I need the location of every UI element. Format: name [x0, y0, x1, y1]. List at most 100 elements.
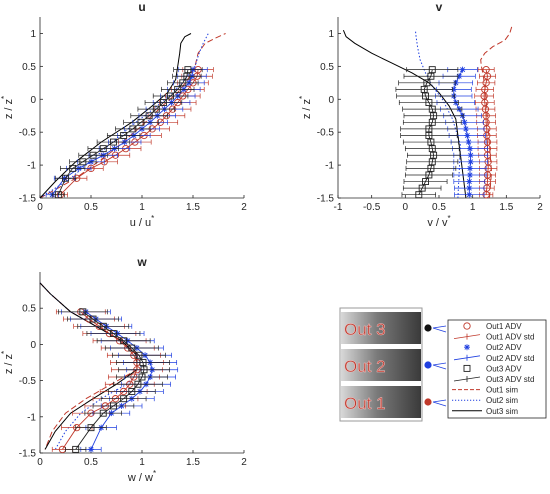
- adv-point: [138, 373, 146, 381]
- x-tick-label: 2: [537, 202, 543, 213]
- y-tick-label: 0: [30, 95, 36, 106]
- outlet-dot: [424, 361, 432, 369]
- adv-point: [450, 86, 457, 93]
- adv-point: [466, 185, 473, 192]
- panel-title: u: [138, 0, 145, 14]
- adv-series-3: [51, 66, 203, 199]
- y-tick-label: -1.5: [317, 194, 335, 205]
- legend-marker: [463, 364, 471, 372]
- y-axis-label: z / z*: [0, 351, 15, 374]
- adv-point: [420, 85, 428, 93]
- adv-point: [120, 337, 128, 345]
- adv-point: [140, 366, 148, 374]
- adv-point: [184, 66, 192, 74]
- adv-point: [466, 178, 473, 185]
- legend-entry: Out1 sim: [452, 386, 518, 395]
- adv-point: [430, 151, 438, 159]
- y-tick-label: -0.5: [317, 128, 335, 139]
- y-tick-label: 0: [328, 95, 334, 106]
- y-tick-label: 0.5: [22, 62, 36, 73]
- adv-point: [128, 344, 136, 352]
- x-axis-label-sup: *: [448, 214, 451, 223]
- adv-point: [120, 395, 128, 403]
- adv-point: [452, 79, 459, 86]
- adv-point: [139, 359, 147, 366]
- adv-point: [456, 73, 463, 80]
- legend-label: Out2 ADV std: [486, 354, 534, 363]
- adv-point: [465, 139, 472, 146]
- adv-point: [461, 119, 468, 126]
- legend-label: Out2 sim: [486, 396, 518, 405]
- y-tick-label: 0.5: [320, 62, 334, 73]
- adv-point: [159, 99, 167, 107]
- panel-title: v: [436, 0, 443, 14]
- x-tick-label: 2: [241, 457, 247, 468]
- adv-point: [467, 158, 474, 165]
- adv-point: [428, 105, 436, 113]
- adv-point: [174, 85, 182, 93]
- adv-point: [69, 164, 77, 172]
- y-tick-label: -0.5: [19, 128, 37, 139]
- adv-point: [427, 138, 435, 146]
- x-tick-label: 2: [241, 202, 247, 213]
- x-tick-label: -1: [334, 202, 343, 213]
- adv-point: [428, 66, 436, 74]
- adv-point: [99, 409, 107, 417]
- adv-series-1: [474, 66, 498, 199]
- adv-point: [428, 145, 436, 153]
- legend-entry: Out3 ADV: [463, 364, 522, 373]
- legend-label: Out2 ADV: [486, 343, 522, 352]
- adv-point: [428, 118, 436, 126]
- outlet-dot: [424, 398, 432, 406]
- plot-area: [342, 26, 513, 199]
- y-tick-label: -1: [27, 412, 36, 423]
- adv-point: [466, 165, 473, 172]
- legend-entry: Out3 ADV std: [453, 375, 534, 384]
- adv-series-3: [58, 308, 170, 453]
- y-tick-label: -0.5: [19, 376, 37, 387]
- outlet-block: [341, 349, 421, 381]
- legend-entry: Out2 sim: [452, 396, 518, 405]
- adv-point: [462, 125, 469, 132]
- adv-point: [89, 315, 97, 323]
- y-tick-label: 1: [30, 29, 36, 40]
- legend-marker: [463, 322, 471, 330]
- adv-line: [57, 69, 189, 195]
- legend-label: Out3 ADV std: [486, 375, 534, 384]
- adv-point: [423, 79, 431, 87]
- outlet-arrow: [432, 364, 447, 370]
- adv-point: [120, 132, 128, 139]
- legend-marker: [464, 344, 470, 351]
- outlet-label: Out 2: [344, 357, 386, 376]
- x-tick-label: -0.5: [363, 202, 381, 213]
- legend-entry: Out2 ADV std: [453, 354, 534, 363]
- legend-label: Out1 ADV std: [486, 333, 534, 342]
- adv-point: [427, 72, 435, 80]
- legend-label: Out3 sim: [486, 407, 518, 416]
- y-tick-label: -1: [27, 161, 36, 172]
- outlet-block: [341, 386, 421, 418]
- x-tick-label: 1: [470, 202, 476, 213]
- adv-point: [425, 99, 433, 107]
- adv-point: [89, 151, 97, 159]
- x-axis-label-sup: *: [151, 214, 154, 223]
- plot-area: [39, 282, 179, 454]
- adv-series-2: [435, 66, 488, 198]
- adv-point: [466, 145, 473, 152]
- x-tick-label: 0.5: [84, 457, 98, 468]
- adv-point: [145, 112, 153, 120]
- adv-point: [99, 322, 107, 330]
- legend-label: Out1 ADV: [486, 322, 522, 331]
- y-axis-label-sup: *: [0, 96, 9, 99]
- x-tick-label: 0.5: [432, 202, 446, 213]
- adv-point: [137, 118, 145, 126]
- outlet-arrow: [432, 399, 447, 403]
- adv-point: [128, 388, 136, 395]
- adv-series-1: [51, 308, 164, 454]
- y-axis-label-sup: *: [0, 351, 9, 354]
- x-tick-label: 1.5: [186, 457, 200, 468]
- panel-w: 0 0.5 1 1.5 2 -1.5 -1 -0.5 0 0.5 w w / w* z / z*: [0, 255, 247, 484]
